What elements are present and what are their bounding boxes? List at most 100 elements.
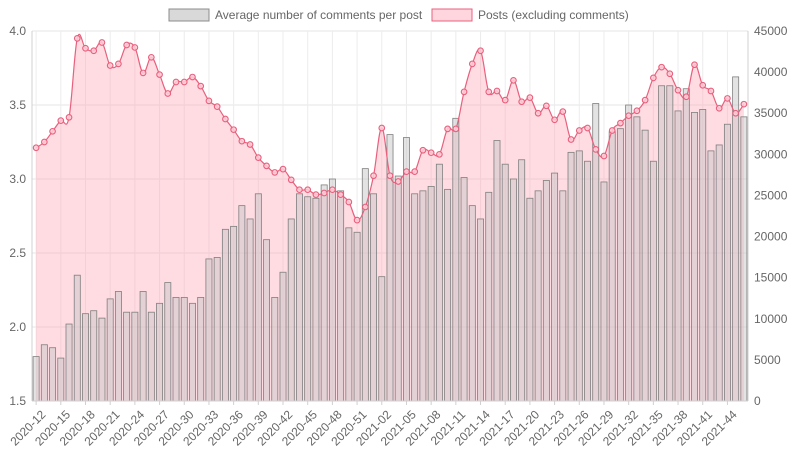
comments-bar [238, 205, 246, 402]
comments-bar [715, 144, 723, 402]
posts-point-layer [32, 35, 748, 224]
comments-bar [287, 218, 295, 402]
comments-bar [205, 258, 213, 402]
comments-bar [575, 150, 583, 402]
comments-bar [263, 239, 271, 402]
comments-bar [427, 185, 435, 402]
posts-point [699, 81, 707, 89]
comments-bar [254, 193, 262, 402]
comments-bar [246, 218, 254, 402]
posts-point [90, 47, 98, 55]
posts-point [674, 86, 682, 94]
comments-bar [707, 150, 715, 402]
comments-bar [312, 197, 320, 402]
comments-bar [526, 197, 534, 402]
posts-point [633, 107, 641, 115]
posts-point [304, 186, 312, 194]
comments-bar [567, 151, 575, 402]
right-tick-label: 15000 [754, 271, 788, 285]
posts-point [707, 87, 715, 95]
comments-bar [57, 357, 65, 402]
posts-point [320, 189, 328, 197]
comments-bar [361, 168, 369, 402]
comments-bar [633, 116, 641, 402]
comments-bar [279, 271, 287, 402]
comments-bar [641, 129, 649, 402]
posts-point [222, 115, 229, 123]
posts-point [625, 112, 633, 120]
comments-bar [600, 181, 608, 402]
comments-bar [509, 178, 517, 402]
comments-bar [40, 344, 48, 402]
comments-bar [485, 191, 493, 402]
comments-bar [518, 159, 526, 402]
right-tick-label: 30000 [754, 147, 788, 161]
right-tick-label: 45000 [754, 24, 788, 38]
comments-bar [304, 196, 312, 402]
comments-bar [296, 193, 303, 402]
comments-bar [82, 313, 89, 402]
comments-bar [435, 163, 443, 402]
comments-bar [189, 302, 196, 402]
posts-point [329, 186, 336, 194]
posts-point [485, 88, 493, 96]
legend-swatch-posts[interactable] [431, 8, 473, 22]
comments-bar [114, 291, 122, 402]
posts-point [312, 191, 320, 198]
comments-bar [674, 110, 682, 402]
comments-bar [551, 172, 559, 402]
comments-bar [666, 85, 674, 402]
comments-bar [271, 296, 279, 402]
comments-bar [221, 228, 229, 402]
comments-bar [131, 311, 139, 402]
posts-point [460, 88, 468, 96]
comments-bar [608, 131, 616, 402]
comments-bar [691, 112, 698, 402]
posts-point [468, 60, 476, 68]
comments-bar [337, 190, 345, 402]
left-tick-label: 2.0 [9, 320, 26, 334]
right-tick-label: 40000 [754, 65, 788, 79]
posts-point [32, 144, 40, 152]
comments-bar [90, 310, 98, 402]
comments-bar [403, 137, 410, 402]
posts-point [650, 74, 657, 82]
posts-point [419, 146, 427, 154]
comments-bar [370, 193, 377, 402]
posts-point [444, 125, 451, 133]
posts-point [715, 104, 723, 112]
right-tick-label: 35000 [754, 106, 788, 120]
posts-point [477, 47, 484, 55]
comments-bar [32, 356, 40, 402]
comments-bar [584, 160, 591, 402]
posts-point [73, 35, 81, 42]
legend-swatch-comments[interactable] [168, 8, 210, 22]
comments-bar [732, 76, 740, 402]
posts-point [238, 137, 246, 145]
posts-point [501, 96, 509, 104]
comments-bar-layer [32, 76, 748, 402]
posts-point [213, 103, 221, 110]
posts-point [189, 73, 196, 81]
comments-bar [378, 276, 386, 402]
posts-point [106, 62, 114, 69]
posts-point [353, 216, 361, 224]
posts-point [370, 172, 377, 180]
posts-point [543, 102, 550, 110]
legend: Average number of comments per post Post… [168, 8, 629, 22]
posts-point [559, 108, 567, 115]
posts-point [287, 176, 295, 184]
posts-point [254, 154, 262, 161]
posts-point [147, 53, 155, 61]
comments-bar [213, 257, 221, 402]
comments-bar [123, 311, 131, 402]
legend-label-comments[interactable]: Average number of comments per post [215, 8, 423, 22]
posts-point [246, 141, 254, 148]
legend-label-posts[interactable]: Posts (excluding comments) [478, 8, 629, 22]
posts-point [115, 60, 122, 68]
posts-point [575, 127, 583, 134]
comments-bar [625, 104, 633, 402]
posts-point [296, 186, 303, 194]
comments-bar [658, 85, 666, 402]
comments-bar [452, 117, 460, 402]
